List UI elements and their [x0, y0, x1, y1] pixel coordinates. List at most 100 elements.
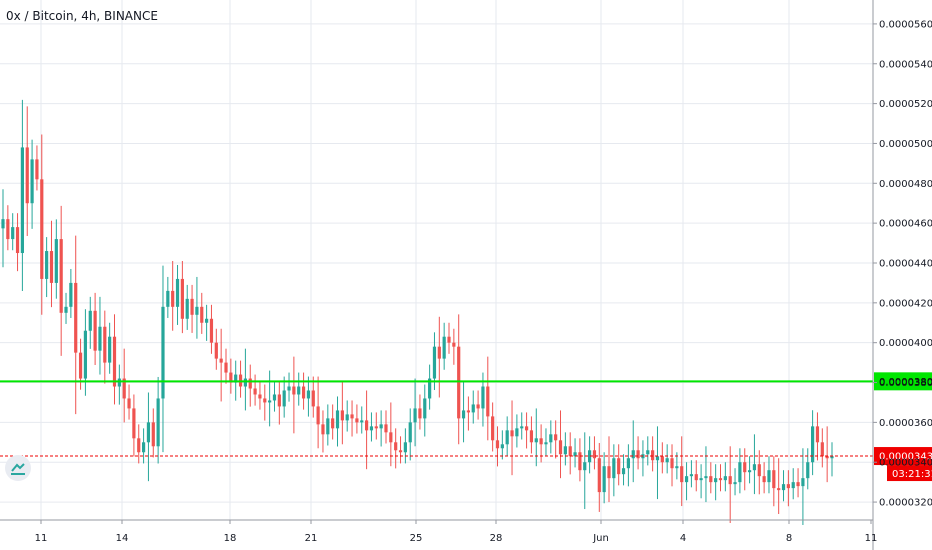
candle-body — [74, 282, 78, 353]
countdown-label: 03:21:31 — [892, 469, 932, 480]
candle-body — [583, 462, 587, 471]
candle-body — [321, 424, 325, 435]
x-tick-label: 18 — [224, 533, 237, 544]
tradingview-logo-icon[interactable] — [5, 455, 31, 481]
candle-body — [524, 426, 529, 431]
candle-body — [815, 426, 820, 443]
candle-body — [316, 406, 320, 425]
candle-body — [563, 446, 567, 455]
candle-body — [93, 310, 97, 351]
candle-body — [6, 219, 10, 240]
x-tick-label: 11 — [35, 533, 48, 544]
candle-body — [428, 378, 432, 399]
x-tick-label: 25 — [410, 533, 423, 544]
current-price-tag — [874, 447, 932, 466]
candle-body — [481, 386, 485, 409]
candle-body — [704, 476, 708, 479]
candle-body — [655, 456, 660, 461]
candle-body — [461, 410, 466, 419]
candle-body — [447, 336, 451, 343]
candle-body — [621, 468, 626, 475]
candle-body — [190, 298, 194, 315]
candle-body — [689, 474, 694, 477]
candle-body — [108, 336, 112, 363]
candle-body — [292, 386, 296, 395]
candle-body — [791, 482, 795, 489]
candle-body — [326, 418, 330, 435]
candle-body — [151, 422, 155, 447]
candle-body — [476, 404, 480, 409]
candle-body — [714, 478, 718, 483]
candle-body — [379, 424, 383, 429]
candle-body — [626, 458, 630, 469]
candle-body — [277, 394, 281, 407]
x-tick-label: 11 — [865, 533, 878, 544]
candle-body — [646, 450, 650, 455]
current-price-label: 0.00003431 — [879, 452, 932, 463]
candle-body — [544, 442, 548, 445]
x-tick-label: 14 — [116, 533, 129, 544]
candle-body — [141, 442, 146, 453]
x-tick-label: Jun — [592, 533, 609, 544]
candle-body — [103, 326, 107, 363]
candle-body — [772, 470, 776, 489]
candle-body — [437, 346, 441, 359]
candle-body — [471, 404, 475, 413]
candle-body — [457, 346, 461, 419]
candle-body — [811, 426, 815, 463]
candle-body — [331, 418, 335, 429]
grid — [0, 0, 873, 520]
candle-body — [491, 416, 495, 441]
candle-body — [675, 466, 679, 469]
candle-body — [54, 239, 58, 283]
candle-body — [796, 482, 800, 487]
candle-body — [495, 440, 500, 449]
candle-body — [500, 444, 504, 449]
candle-body — [161, 306, 165, 399]
candle-body — [573, 452, 577, 457]
support-price-tag — [874, 372, 932, 391]
candle-body — [282, 390, 286, 407]
candle-body — [360, 420, 364, 423]
candle-body — [219, 358, 223, 363]
candle-body — [146, 422, 151, 443]
candle-body — [825, 456, 829, 459]
candle-body — [234, 374, 238, 383]
candle-body — [117, 378, 121, 387]
candle-body — [743, 462, 747, 473]
candle-body — [602, 466, 606, 493]
candle-body — [723, 476, 727, 481]
candle-body — [127, 398, 131, 409]
candle-body — [617, 458, 621, 475]
candle-body — [205, 318, 209, 323]
candle-body — [568, 446, 572, 457]
candle-body — [11, 227, 15, 240]
candle-body — [418, 408, 422, 419]
candle-body — [801, 478, 805, 487]
candle-body — [767, 470, 771, 483]
candle-body — [486, 386, 490, 417]
candle-body — [607, 466, 611, 479]
candle-body — [466, 410, 471, 413]
candle-body — [214, 342, 218, 359]
candle-body — [1, 219, 5, 229]
candle-body — [384, 424, 388, 433]
candle-body — [549, 434, 553, 443]
support-price-label: 0.00003806 — [879, 377, 932, 388]
chart-title: 0x / Bitcoin, 4h, BINANCE — [6, 9, 158, 23]
candle-body — [394, 442, 398, 451]
candle-body — [699, 478, 703, 481]
x-tick-label: 21 — [305, 533, 318, 544]
candle-body — [268, 400, 272, 403]
time-axis: 11 14 18 21 25 28 Jun 4 8 11 — [0, 519, 878, 544]
candle-body — [45, 251, 49, 279]
candle-body — [534, 438, 538, 443]
candle-body — [597, 458, 601, 493]
